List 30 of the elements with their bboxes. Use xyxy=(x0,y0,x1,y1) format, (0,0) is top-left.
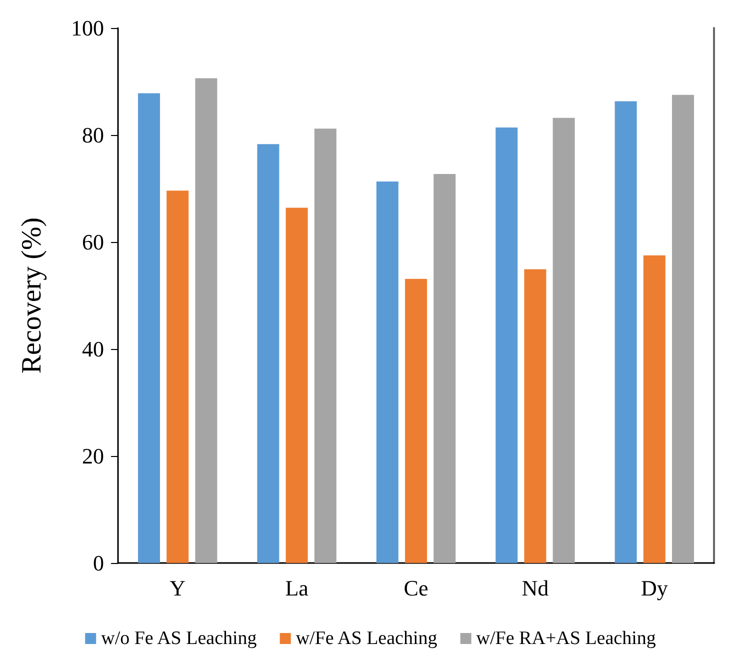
bar xyxy=(376,182,398,563)
y-tick-label: 60 xyxy=(82,230,104,254)
y-tick-label: 40 xyxy=(82,336,104,362)
bar xyxy=(138,93,160,563)
bar xyxy=(405,278,427,563)
x-tick-label: Dy xyxy=(640,576,668,600)
y-tick-label: 80 xyxy=(82,122,104,148)
bar xyxy=(496,128,518,563)
x-tick-label: Y xyxy=(170,576,186,600)
x-tick-label: Nd xyxy=(522,576,549,600)
x-tick-label: La xyxy=(285,576,309,600)
y-tick-label: 20 xyxy=(82,444,104,468)
legend-label: w/o Fe AS Leaching xyxy=(101,628,258,649)
y-axis-title: Recovery (%) xyxy=(16,217,48,374)
y-tick-label: 0 xyxy=(93,550,104,576)
bar xyxy=(166,190,189,563)
bar xyxy=(257,144,280,563)
bar xyxy=(524,269,546,563)
x-tick-label: Ce xyxy=(404,576,428,600)
bar xyxy=(552,118,575,563)
legend-label: w/Fe RA+AS Leaching xyxy=(476,628,656,649)
y-tick-label: 100 xyxy=(71,16,104,40)
bar xyxy=(614,101,637,563)
legend-label: w/Fe AS Leaching xyxy=(296,628,438,649)
bar xyxy=(286,208,308,563)
bar xyxy=(643,255,666,563)
bar xyxy=(195,78,218,563)
bar xyxy=(434,174,456,563)
bar xyxy=(314,128,336,563)
bar xyxy=(672,94,694,563)
